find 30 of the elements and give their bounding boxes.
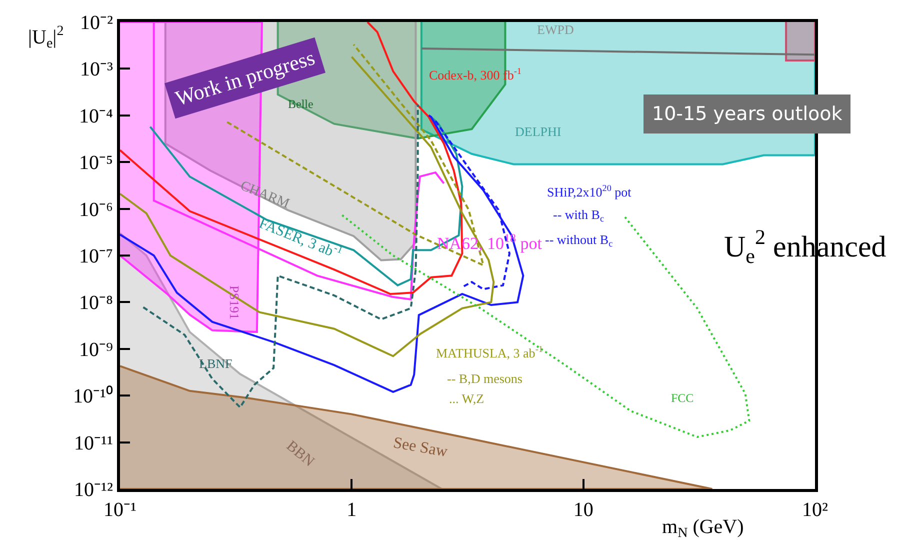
annotation: PS191 [226,286,242,320]
x-tick-label: 10² [802,499,828,521]
y-tick-label: 10⁻⁶ [79,198,114,221]
y-axis-title: |U$_{e}$|$^{2}$ [28,24,64,52]
x-tick-label: 10⁻¹ [104,499,136,521]
annotation: MATHUSLA, 3 ab$^{-1}$ [436,344,543,360]
x-tick-label: 1 [346,499,357,521]
annotation: -- B,D mesons [447,371,522,386]
y-tick-label: 10⁻² [80,12,113,34]
x-tick-label: 10 [573,499,594,521]
annotation: ... W,Z [449,391,484,406]
annotation: -- without B$_{c}$ [545,232,613,249]
annotation: 10-15 years outlook [652,103,842,125]
y-tick-label: 10⁻⁴ [79,105,114,128]
annotation: FCC [671,391,694,405]
y-tick-label: 10⁻⁵ [79,152,113,174]
y-tick-label: 10⁻¹¹ [74,432,113,454]
y-tick-label: 10⁻⁸ [79,292,114,314]
annotation: DELPHI [515,124,562,139]
annotation: -- with B$_{c}$ [553,207,604,224]
x-axis-title: m$_{N}$ (GeV) [662,516,744,542]
y-tick-label: 10⁻⁹ [79,338,114,361]
y-tick-label: 10⁻¹⁰ [73,384,113,408]
annotation: LBNF [199,356,232,371]
annotation: SHiP,2x10$^{20}$ pot [547,183,632,200]
y-tick-label: 10⁻¹² [74,479,113,501]
y-tick-label: 10⁻³ [80,58,113,81]
y-tick-label: 10⁻⁷ [79,246,114,268]
annotation: EWPD [537,22,574,37]
annotation: See Saw [392,434,450,461]
